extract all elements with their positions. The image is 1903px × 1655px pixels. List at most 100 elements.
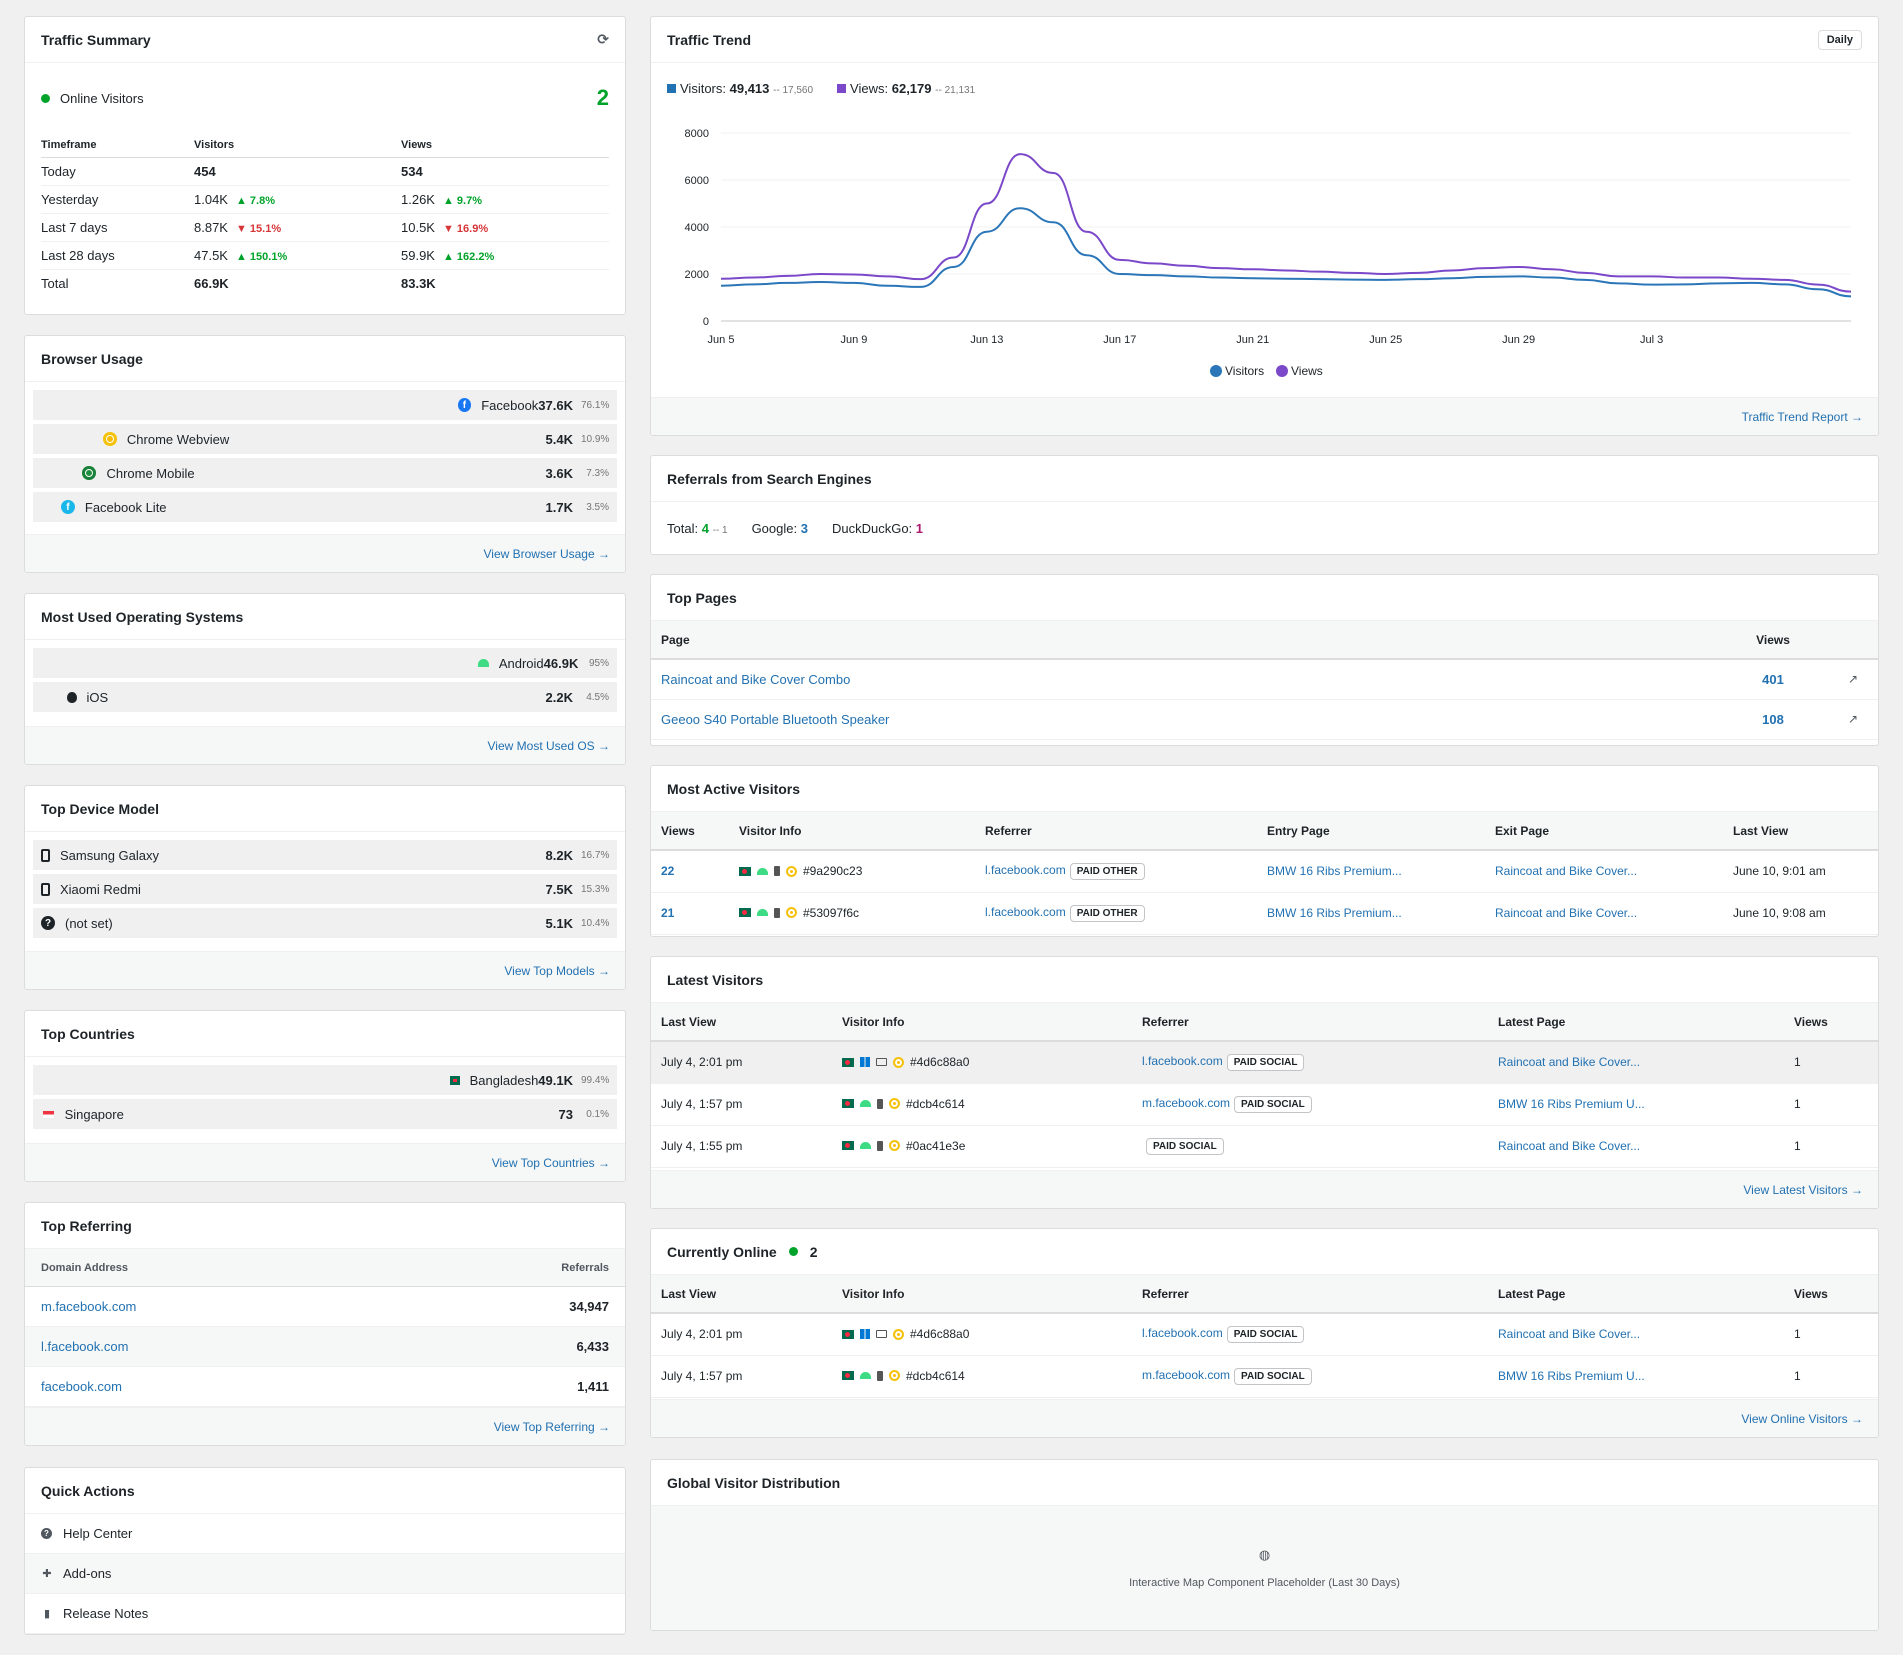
latest-page-link[interactable]: BMW 16 Ribs Premium U... bbox=[1498, 1369, 1645, 1383]
visitor-info-cell: #4d6c88a0 bbox=[832, 1313, 1132, 1356]
latest-page-link[interactable]: BMW 16 Ribs Premium U... bbox=[1498, 1097, 1645, 1111]
col-external bbox=[1828, 621, 1878, 660]
phone-icon bbox=[877, 1370, 883, 1381]
view-top-countries-link[interactable]: View Top Countries → bbox=[25, 1143, 625, 1181]
views-cell: 1 bbox=[1784, 1125, 1878, 1168]
visitor-info[interactable]: #4d6c88a0 bbox=[842, 1055, 969, 1069]
countries-title: Top Countries bbox=[41, 1025, 135, 1042]
visitor-info[interactable]: #4d6c88a0 bbox=[842, 1327, 969, 1341]
latest-page-link[interactable]: Raincoat and Bike Cover... bbox=[1498, 1139, 1641, 1153]
entry-page-link[interactable]: BMW 16 Ribs Premium... bbox=[1267, 864, 1402, 879]
view-online-visitors-link[interactable]: View Online Visitors → bbox=[651, 1399, 1878, 1437]
referrer-link[interactable]: m.facebook.com bbox=[1142, 1095, 1231, 1110]
view-browser-usage-label: View Browser Usage → bbox=[483, 546, 611, 561]
visitor-views-link[interactable]: 21 bbox=[661, 906, 675, 920]
countries-list: Bangladesh 49.1K 99.4% Singapore 73 0.1% bbox=[25, 1057, 625, 1129]
device-model-list: Samsung Galaxy 8.2K 16.7% Xiaomi Redmi 7.5K 1… bbox=[25, 832, 625, 938]
y-tick-label: 8000 bbox=[685, 128, 709, 140]
period-daily-button[interactable]: Daily bbox=[1817, 29, 1862, 50]
view-top-models-link[interactable]: View Top Models → bbox=[25, 951, 625, 989]
document-icon: ▮ bbox=[43, 1608, 51, 1620]
bar-pct: 76.1% bbox=[581, 399, 610, 411]
referring-row: m.facebook.com 34,947 bbox=[25, 1287, 625, 1327]
page-views-value[interactable]: 401 bbox=[1762, 671, 1784, 687]
referrer-link[interactable]: l.facebook.com bbox=[1142, 1325, 1223, 1340]
referring-count: 34,947 bbox=[569, 1299, 609, 1314]
bar-row: Bangladesh 49.1K 99.4% bbox=[33, 1065, 617, 1095]
android-icon bbox=[477, 659, 489, 667]
refresh-icon[interactable]: ⟳ bbox=[597, 31, 609, 47]
quick-action-item[interactable]: ▮ Release Notes bbox=[25, 1594, 625, 1634]
referring-domain-link[interactable]: m.facebook.com bbox=[41, 1299, 137, 1314]
referrer-cell: l.facebook.com PAID SOCIAL bbox=[1132, 1041, 1488, 1084]
entry-page-link[interactable]: BMW 16 Ribs Premium... bbox=[1267, 906, 1402, 920]
visitors-total-value: 49,413 bbox=[729, 81, 770, 96]
traffic-trend-report-link[interactable]: Traffic Trend Report → bbox=[651, 397, 1878, 435]
quick-actions-list: ? Help Center ✚ Add-ons ▮ Release Notes bbox=[25, 1514, 625, 1634]
bar-row: Android 46.9K 95% bbox=[33, 648, 617, 678]
views-cell: 21 bbox=[651, 892, 729, 935]
referring-domain-link[interactable]: l.facebook.com bbox=[41, 1339, 129, 1354]
referrer-link[interactable]: l.facebook.com bbox=[985, 862, 1066, 877]
referrer-link[interactable]: l.facebook.com bbox=[1142, 1053, 1223, 1068]
visitor-views-link[interactable]: 22 bbox=[661, 864, 675, 879]
duckduckgo-label: DuckDuckGo: bbox=[831, 520, 913, 536]
visitor-info-cell: #4d6c88a0 bbox=[832, 1041, 1132, 1084]
chrome-icon bbox=[893, 1056, 904, 1068]
y-tick-label: 4000 bbox=[685, 222, 709, 234]
referrer-cell: m.facebook.com PAID SOCIAL bbox=[1132, 1355, 1488, 1398]
chrome-webview-icon bbox=[102, 432, 117, 446]
referring-domain-link[interactable]: facebook.com bbox=[41, 1379, 122, 1394]
bar-value: 5.4K bbox=[545, 431, 573, 447]
external-link-icon[interactable]: ↗ bbox=[1847, 712, 1859, 726]
x-tick-label: Jun 5 bbox=[708, 334, 735, 346]
visitor-info[interactable]: #dcb4c614 bbox=[842, 1369, 965, 1383]
page-link[interactable]: Geeoo S40 Portable Bluetooth Speaker bbox=[661, 711, 890, 727]
android-icon bbox=[757, 867, 768, 875]
traffic-summary-row: Total 66.9K 83.3K bbox=[41, 270, 609, 298]
last-view-cell: July 4, 2:01 pm bbox=[651, 1041, 832, 1084]
active-visitors-title: Most Active Visitors bbox=[667, 780, 801, 797]
latest-page-link[interactable]: Raincoat and Bike Cover... bbox=[1498, 1327, 1641, 1342]
traffic-source-badge: PAID SOCIAL bbox=[1226, 1325, 1305, 1343]
facebook-icon: f bbox=[457, 398, 472, 412]
flag-bangladesh-icon bbox=[842, 1057, 854, 1067]
view-top-referring-link[interactable]: View Top Referring → bbox=[25, 1407, 625, 1445]
referrer-link[interactable]: l.facebook.com bbox=[985, 904, 1066, 919]
traffic-summary-header: Traffic Summary ⟳ bbox=[25, 17, 625, 63]
external-link-icon[interactable]: ↗ bbox=[1847, 672, 1859, 687]
visitor-info[interactable]: #53097f6c bbox=[739, 906, 859, 920]
exit-page-cell: Raincoat and Bike Cover... bbox=[1485, 850, 1723, 893]
bar-pct: 0.1% bbox=[586, 1108, 609, 1120]
exit-page-link[interactable]: Raincoat and Bike Cover... bbox=[1495, 864, 1638, 879]
visitor-info[interactable]: #dcb4c614 bbox=[842, 1097, 965, 1111]
view-browser-usage-link[interactable]: View Browser Usage → bbox=[25, 534, 625, 572]
visitor-row: July 4, 1:57 pm #dcb4c614 m.facebook.com PA… bbox=[651, 1355, 1878, 1398]
bar-value: 37.6K bbox=[538, 397, 573, 413]
col-visitor-info: Visitor Info bbox=[729, 812, 975, 851]
view-latest-visitors-link[interactable]: View Latest Visitors → bbox=[651, 1170, 1878, 1208]
facebook-lite-icon: f bbox=[60, 500, 75, 514]
last-view-cell: July 4, 2:01 pm bbox=[651, 1313, 832, 1356]
latest-visitors-card: Latest Visitors Last View Visitor Info Ref… bbox=[650, 956, 1879, 1209]
online-visitors-count: 2 bbox=[596, 85, 609, 110]
visitor-id: #53097f6c bbox=[803, 905, 860, 920]
referring-row: l.facebook.com 6,433 bbox=[25, 1327, 625, 1367]
view-most-used-os-link[interactable]: View Most Used OS → bbox=[25, 726, 625, 764]
traffic-trend-title: Traffic Trend bbox=[667, 31, 752, 48]
latest-page-link[interactable]: Raincoat and Bike Cover... bbox=[1498, 1055, 1641, 1070]
top-page-row: Raincoat and Bike Cover Combo 401 ↗ bbox=[651, 659, 1878, 700]
visitor-info[interactable]: #0ac41e3e bbox=[842, 1139, 965, 1153]
quick-action-label: Release Notes bbox=[63, 1606, 149, 1621]
exit-page-link[interactable]: Raincoat and Bike Cover... bbox=[1495, 906, 1638, 920]
col-last-view: Last View bbox=[1723, 812, 1878, 851]
apple-icon bbox=[66, 691, 77, 703]
referrer-link[interactable]: m.facebook.com bbox=[1142, 1367, 1231, 1382]
referrer-cell: m.facebook.com PAID SOCIAL bbox=[1132, 1083, 1488, 1126]
page-views-value[interactable]: 108 bbox=[1762, 711, 1784, 727]
visitor-info[interactable]: #9a290c23 bbox=[739, 864, 862, 878]
page-link[interactable]: Raincoat and Bike Cover Combo bbox=[661, 671, 851, 687]
quick-action-item[interactable]: ? Help Center bbox=[25, 1514, 625, 1554]
os-usage-list: Android 46.9K 95% iOS 2.2K 4.5% bbox=[25, 640, 625, 712]
quick-action-item[interactable]: ✚ Add-ons bbox=[25, 1554, 625, 1594]
